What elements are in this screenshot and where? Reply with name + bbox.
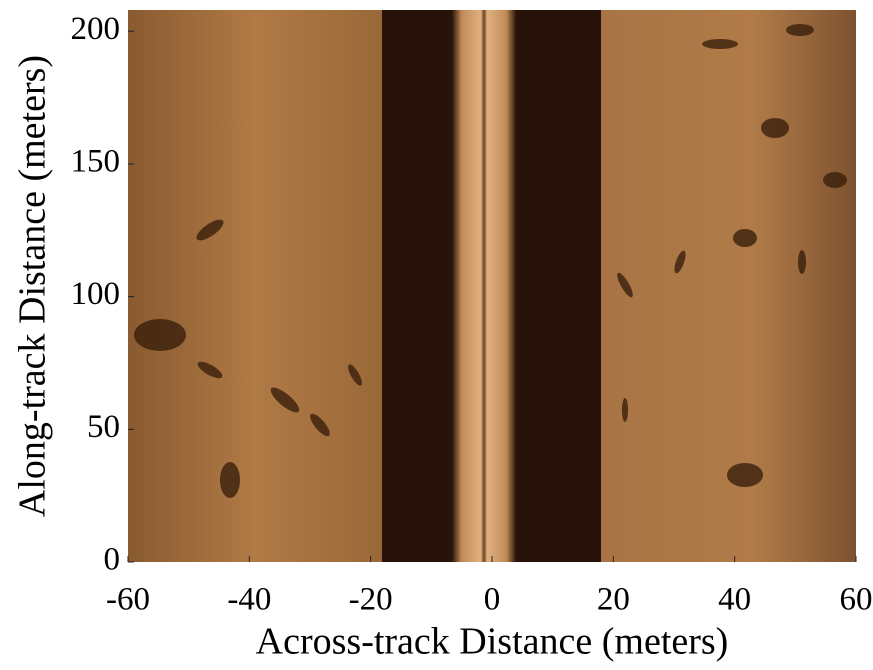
y-tick-label: 150 [71, 144, 121, 180]
x-tick-label: -20 [349, 582, 393, 618]
y-tick-label: 100 [71, 276, 121, 312]
y-tick-label: 0 [104, 542, 121, 578]
sonar-image [128, 10, 856, 562]
x-tick-label: 0 [484, 582, 501, 618]
x-tick-label: 40 [718, 582, 751, 618]
x-tick-label: -60 [106, 582, 150, 618]
x-tick-label: 60 [840, 582, 873, 618]
x-tick-label: 20 [597, 582, 630, 618]
chart: Across-track Distance (meters) Along-tra… [0, 0, 873, 670]
x-tick-label: -40 [227, 582, 271, 618]
y-tick-label: 50 [87, 409, 120, 445]
x-axis-label: Across-track Distance (meters) [256, 621, 729, 663]
seabed-left [128, 10, 382, 562]
y-tick-label: 200 [71, 11, 121, 47]
y-axis-label: Along-track Distance (meters) [12, 55, 54, 517]
nadir-band [452, 10, 516, 562]
